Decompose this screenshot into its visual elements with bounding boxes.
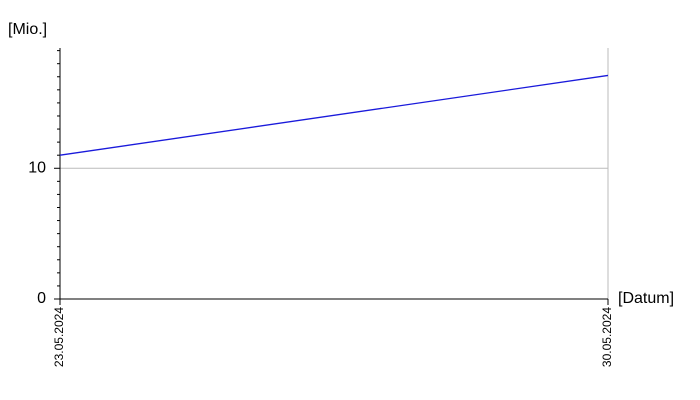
- y-axis-label: [Mio.]: [8, 21, 47, 38]
- x-axis-label: [Datum]: [618, 290, 674, 307]
- x-tick-label: 23.05.2024: [52, 307, 66, 367]
- data-line: [59, 74, 609, 156]
- y-tick-label: 10: [28, 159, 46, 176]
- x-tick-label: 30.05.2024: [600, 307, 614, 367]
- y-tick-label: 0: [37, 290, 46, 307]
